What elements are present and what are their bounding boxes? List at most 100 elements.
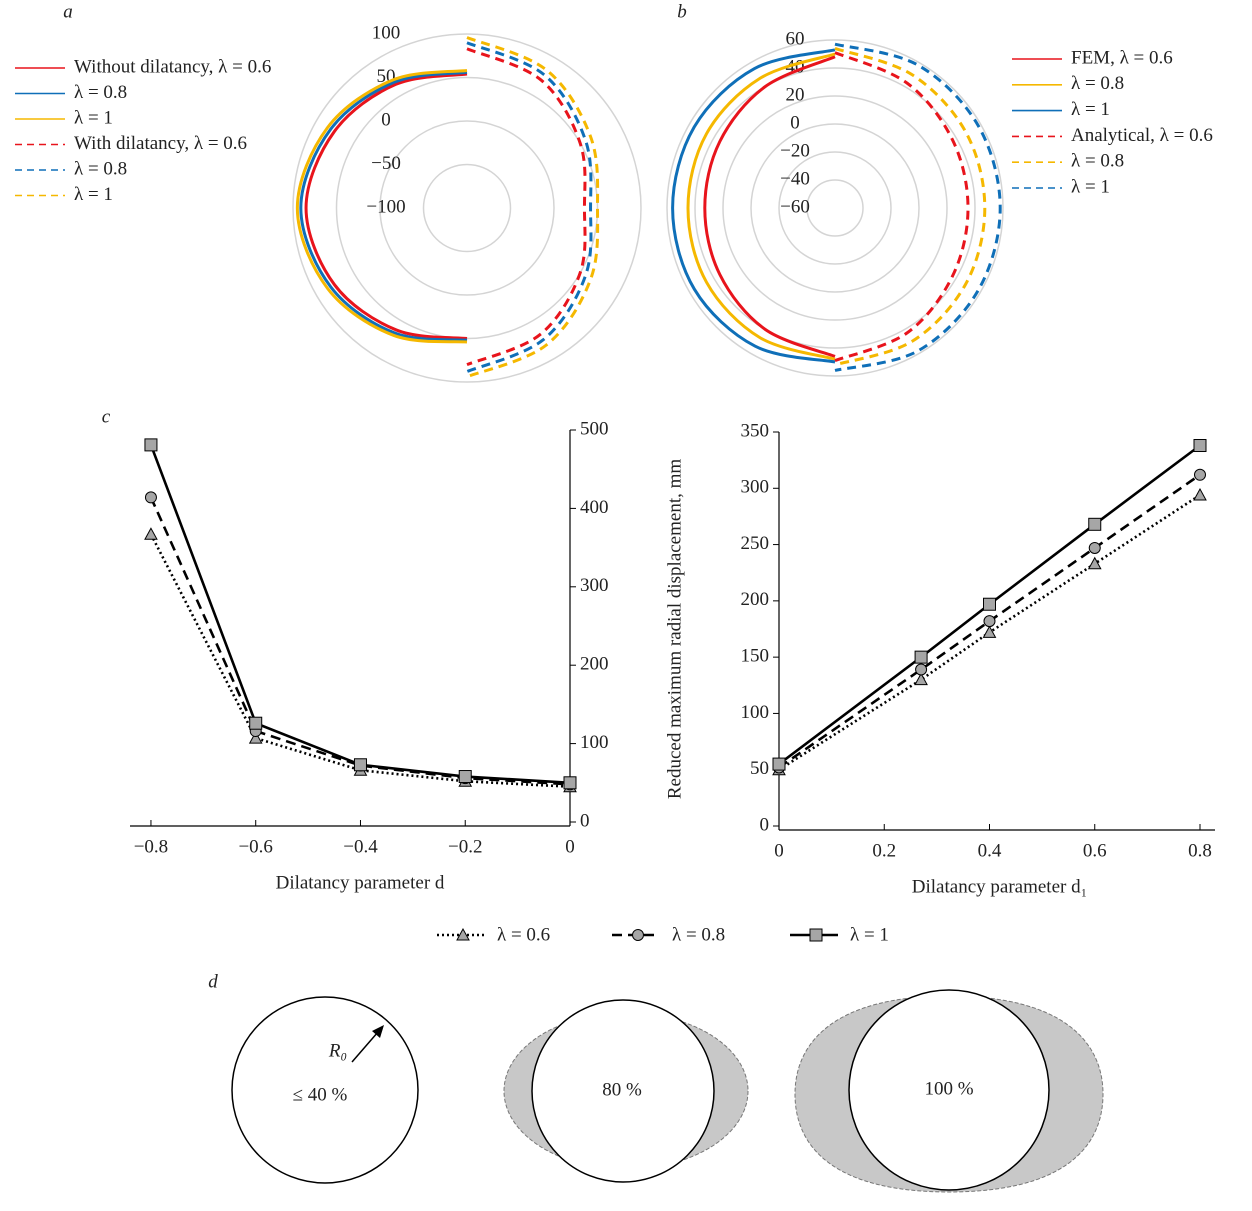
marker <box>458 770 472 784</box>
panel-label: a <box>63 1 73 22</box>
percent-label: 100 % <box>924 1078 973 1099</box>
legend-label: λ = 1 <box>1071 99 1110 120</box>
legend-label: λ = 1 <box>74 107 113 128</box>
x-tick-label: 0 <box>774 840 784 861</box>
y-tick-label: 0 <box>760 814 770 835</box>
r-tick-label: −100 <box>366 196 405 217</box>
marker <box>983 597 996 611</box>
marker <box>1087 556 1102 570</box>
legend-label: λ = 0.8 <box>1071 73 1124 94</box>
x-tick-label: 0.2 <box>872 840 896 861</box>
legend-marker <box>632 929 644 941</box>
y-tick-label: 300 <box>741 477 770 498</box>
series-line <box>466 47 587 366</box>
series-line <box>299 70 468 342</box>
series-line <box>671 48 836 364</box>
marker <box>915 663 928 676</box>
marker <box>249 716 263 730</box>
marker <box>1088 541 1101 554</box>
tunnel-outline <box>848 989 1050 1191</box>
grid-ring <box>422 163 512 253</box>
grid-ring <box>722 95 948 321</box>
series-line <box>304 72 468 340</box>
series-line <box>149 496 571 786</box>
marker <box>353 758 367 772</box>
series-line <box>703 55 836 358</box>
series-line <box>149 444 571 785</box>
x-axis-label: Dilatancy parameter d₁ <box>912 876 1087 897</box>
r-tick-label: 20 <box>786 84 805 105</box>
legend-label: λ = 1 <box>74 184 113 205</box>
y-tick-label: 350 <box>741 420 770 441</box>
legend-marker <box>809 928 823 942</box>
x-tick-label: 0.6 <box>1083 840 1107 861</box>
grid-ring <box>666 39 1004 377</box>
series-line <box>834 42 1002 372</box>
y-tick-label: 0 <box>580 810 590 831</box>
radius-arrow <box>351 1031 379 1063</box>
legend-label: λ = 0.8 <box>74 158 127 179</box>
series-line <box>834 51 970 363</box>
grid-ring <box>694 67 976 349</box>
series-line <box>466 41 593 373</box>
x-tick-label: 0.8 <box>1188 840 1212 861</box>
marker <box>563 776 577 790</box>
r-tick-label: −20 <box>780 140 810 161</box>
y-tick-label: 100 <box>741 702 770 723</box>
y-tick-label: 200 <box>580 654 609 675</box>
legend-label: Without dilatancy, λ = 0.6 <box>74 56 271 77</box>
tunnel-outline <box>231 996 419 1184</box>
grid-ring <box>806 179 864 237</box>
legend-label: FEM, λ = 0.6 <box>1071 47 1173 68</box>
y-tick-label: 200 <box>741 589 770 610</box>
panel-label: b <box>677 1 687 22</box>
marker <box>1194 468 1206 481</box>
legend-label: λ = 1 <box>1071 176 1110 197</box>
y-axis-label: Reduced maximum radial displacement, mm <box>664 459 685 800</box>
marker <box>1193 487 1207 501</box>
marker <box>983 615 996 628</box>
x-tick-label: −0.2 <box>448 836 482 857</box>
legend-marker <box>456 927 470 941</box>
grid-ring <box>379 120 555 296</box>
series-line <box>834 46 987 367</box>
x-tick-label: 0.4 <box>978 840 1002 861</box>
panel-label: c <box>102 406 111 427</box>
series-line <box>466 36 600 379</box>
marker <box>772 757 786 771</box>
marker <box>1088 517 1102 531</box>
tunnel-outline <box>531 999 715 1183</box>
x-axis-label: Dilatancy parameter d <box>276 872 445 893</box>
y-tick-label: 500 <box>580 418 609 439</box>
y-tick-label: 400 <box>580 497 609 518</box>
r-tick-label: −40 <box>780 168 810 189</box>
legend-label: λ = 0.8 <box>74 82 127 103</box>
series-line <box>149 533 571 789</box>
r-tick-label: 0 <box>790 112 800 133</box>
x-tick-label: 0 <box>565 836 575 857</box>
marker <box>144 491 157 504</box>
marker <box>914 672 928 686</box>
grid-ring <box>778 151 892 265</box>
y-tick-label: 50 <box>750 758 769 779</box>
percent-label: 80 % <box>602 1079 642 1100</box>
legend-label: λ = 0.8 <box>1071 151 1124 172</box>
legend-label: λ = 1 <box>850 924 889 945</box>
marker <box>982 625 997 638</box>
marker <box>248 731 263 744</box>
grid-ring <box>750 123 920 293</box>
r-tick-label: −60 <box>780 196 810 217</box>
legend-label: Analytical, λ = 0.6 <box>1071 125 1213 146</box>
r-tick-label: −50 <box>371 153 401 174</box>
x-tick-label: −0.6 <box>238 836 272 857</box>
y-tick-label: 250 <box>741 533 770 554</box>
legend-label: λ = 0.8 <box>672 924 725 945</box>
series-line <box>686 52 836 361</box>
marker <box>144 438 158 452</box>
marker <box>144 527 158 540</box>
legend-label: λ = 0.6 <box>497 924 550 945</box>
series-line <box>295 69 468 344</box>
y-tick-label: 150 <box>741 646 770 667</box>
y-tick-label: 300 <box>580 575 609 596</box>
